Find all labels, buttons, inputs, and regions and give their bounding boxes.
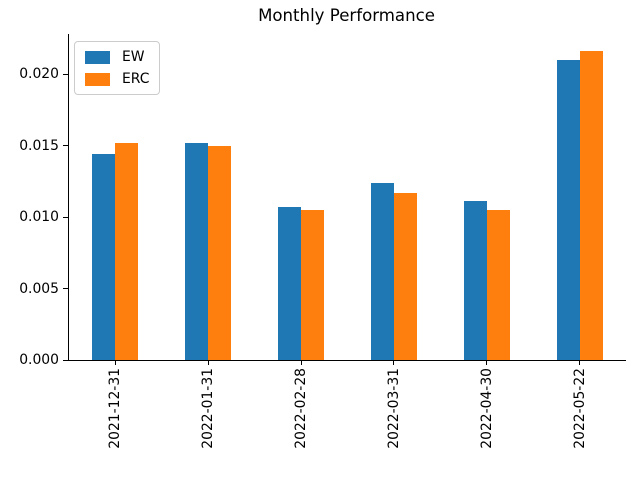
x-tick-label-text: 2021-12-31: [107, 368, 124, 449]
erc-series-swatch: [85, 72, 110, 86]
legend-item-erc: ERC: [85, 72, 149, 86]
x-tick-label-text: 2022-03-31: [385, 368, 402, 449]
legend-item-ew: EW: [85, 50, 149, 64]
chart-title: Monthly Performance: [258, 6, 435, 25]
x-tick-mark: [486, 360, 488, 365]
y-tick-mark: [63, 73, 68, 75]
bar-erc-2022-01-31: [208, 145, 232, 360]
legend-label-erc: ERC: [122, 71, 150, 87]
x-tick-mark: [207, 360, 209, 365]
bar-erc-2022-03-31: [393, 192, 417, 360]
x-tick-label-text: 2022-02-28: [293, 368, 310, 449]
bar-ew-2021-12-31: [92, 154, 116, 360]
x-tick-mark: [300, 360, 302, 365]
legend: EW ERC: [74, 41, 161, 95]
y-tick-mark: [63, 145, 68, 147]
x-tick-label: 2022-04-30: [478, 368, 496, 478]
x-tick-label: 2022-01-31: [199, 368, 217, 478]
y-tick-label: 0.020: [19, 66, 59, 83]
bar-ew-2022-04-30: [463, 201, 487, 360]
x-tick-label-text: 2022-04-30: [478, 368, 495, 449]
y-tick-label: 0.005: [19, 280, 59, 297]
x-tick-label: 2022-05-22: [571, 368, 589, 478]
x-tick-mark: [393, 360, 395, 365]
x-tick-label-text: 2022-05-22: [571, 368, 588, 449]
bar-ew-2022-05-22: [556, 59, 580, 360]
x-tick-mark: [579, 360, 581, 365]
x-tick-label: 2022-03-31: [385, 368, 403, 478]
ew-series-swatch: [85, 50, 110, 64]
bar-ew-2022-01-31: [185, 142, 209, 360]
y-tick-label: 0.010: [19, 209, 59, 226]
x-tick-label: 2021-12-31: [106, 368, 124, 478]
bar-erc-2022-02-28: [301, 209, 325, 360]
y-tick-label: 0.015: [19, 137, 59, 154]
legend-label-ew: EW: [122, 49, 145, 65]
x-tick-label-text: 2022-01-31: [200, 368, 217, 449]
bar-erc-2021-12-31: [115, 142, 139, 360]
bar-ew-2022-02-28: [278, 207, 302, 360]
y-tick-mark: [63, 288, 68, 289]
x-tick-mark: [114, 360, 116, 365]
bar-erc-2022-05-22: [579, 51, 603, 360]
bar-ew-2022-03-31: [370, 182, 394, 360]
y-tick-mark: [63, 216, 68, 218]
y-tick-label: 0.000: [19, 352, 59, 368]
bar-erc-2022-04-30: [486, 209, 510, 360]
plot-area: EW ERC 0.000 0.005 0.010 0.015 0.020 2021-12-…: [19, 34, 626, 449]
x-tick-label: 2022-02-28: [292, 368, 310, 478]
y-tick-mark: [63, 359, 68, 361]
